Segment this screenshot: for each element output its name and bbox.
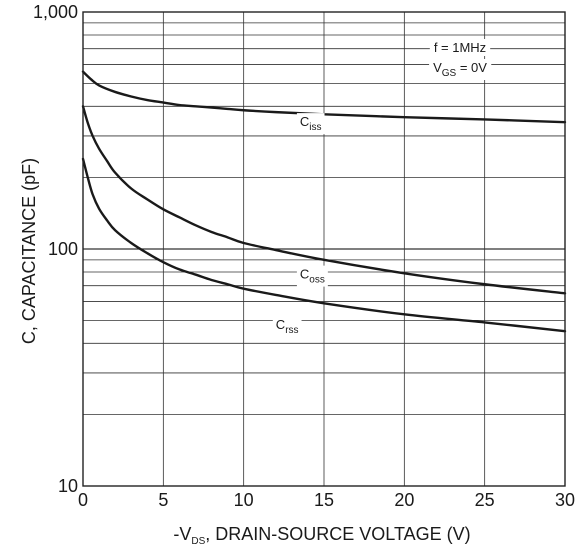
series-line-iss <box>81 70 567 124</box>
y-tick-label: 1,000 <box>33 2 78 22</box>
x-axis-title-prefix: -V <box>173 524 191 544</box>
series-line-rss <box>81 157 567 333</box>
series-label-backing <box>296 113 325 135</box>
y-tick-label: 10 <box>58 476 78 496</box>
x-tick-label: 30 <box>555 490 575 510</box>
x-tick-label: 20 <box>394 490 414 510</box>
series-label-backing <box>296 265 328 287</box>
series-label-main: C <box>300 267 309 282</box>
gridlines <box>83 12 565 486</box>
x-tick-label: 0 <box>78 490 88 510</box>
x-tick-labels: 0 5 10 15 20 25 30 <box>78 490 575 510</box>
series-line-oss <box>81 105 567 295</box>
test-conditions: f = 1MHz VGS = 0V <box>429 39 492 80</box>
series-label-backing <box>272 315 302 337</box>
x-axis-title-suffix: , DRAIN-SOURCE VOLTAGE (V) <box>205 524 470 544</box>
x-tick-label: 25 <box>475 490 495 510</box>
y-tick-labels: 10 100 1,000 <box>33 2 78 496</box>
series-label-main: C <box>276 317 285 332</box>
y-tick-label: 100 <box>48 239 78 259</box>
series-label-subscript: oss <box>309 275 325 286</box>
condition-line-0: f = 1MHz <box>434 40 486 55</box>
x-tick-label: 10 <box>234 490 254 510</box>
series-label-subscript: iss <box>309 122 321 133</box>
condition-backing <box>429 59 492 80</box>
series-label-main: C <box>300 114 309 129</box>
series-label-iss: Ciss <box>300 114 322 133</box>
series-label-rss: Crss <box>276 317 299 336</box>
condition-prefix: f = 1MHz <box>434 40 486 55</box>
condition-prefix: V <box>433 60 442 75</box>
x-tick-label: 15 <box>314 490 334 510</box>
x-tick-label: 5 <box>158 490 168 510</box>
series-label-oss: Coss <box>300 267 325 286</box>
series-label-subscript: rss <box>285 325 298 336</box>
condition-line-1: VGS = 0V <box>433 60 487 79</box>
y-axis-title: C, CAPACITANCE (pF) <box>19 158 39 344</box>
condition-subscript: GS <box>442 68 457 79</box>
condition-backing <box>429 39 491 56</box>
x-axis-title: -VDS, DRAIN-SOURCE VOLTAGE (V) <box>173 524 470 547</box>
series-curves <box>81 70 567 333</box>
plot-frame <box>82 11 566 487</box>
condition-suffix: = 0V <box>456 60 487 75</box>
x-axis-title-subscript: DS <box>191 536 205 547</box>
